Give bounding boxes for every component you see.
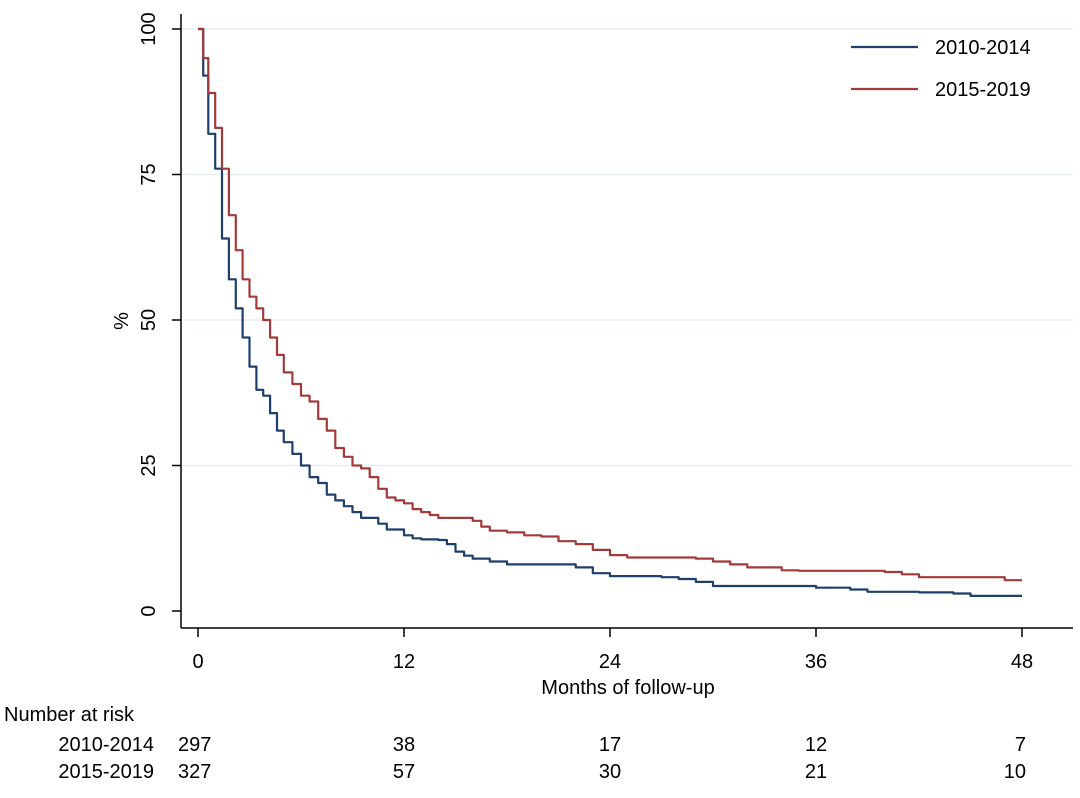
risk-value-0-1: 38 — [393, 734, 415, 756]
series-line-2015-2019 — [198, 27, 1022, 582]
risk-value-0-4: 7 — [1015, 734, 1026, 756]
x-tick-label-1: 12 — [393, 651, 415, 673]
risk-value-0-0: 297 — [178, 734, 211, 756]
risk-value-0-3: 12 — [805, 734, 827, 756]
risk-value-1-1: 57 — [393, 761, 415, 783]
y-axis-label: % — [111, 312, 133, 330]
risk-row-label-0: 2010-2014 — [58, 734, 154, 756]
y-tick-label-0: 0 — [138, 605, 160, 616]
y-tick-labels: 0 25 50 75 100 — [138, 12, 181, 617]
legend-label-0: 2010-2014 — [935, 37, 1031, 59]
risk-value-1-0: 327 — [178, 761, 211, 783]
y-tick-label-4: 100 — [138, 12, 160, 45]
risk-table-title: Number at risk — [4, 704, 135, 726]
risk-table: 2010-2014 297 38 17 12 7 2015-2019 327 57 30 21 10 — [58, 734, 1026, 783]
x-axis-label: Months of follow-up — [541, 677, 714, 699]
x-tick-label-0: 0 — [192, 651, 203, 673]
risk-row-label-1: 2015-2019 — [58, 761, 154, 783]
risk-value-1-2: 30 — [599, 761, 621, 783]
series-line-2010-2014 — [198, 27, 1022, 597]
x-tick-label-3: 36 — [805, 651, 827, 673]
y-tick-label-2: 50 — [138, 309, 160, 331]
risk-value-0-2: 17 — [599, 734, 621, 756]
x-tick-label-2: 24 — [599, 651, 621, 673]
series-lines — [198, 27, 1022, 597]
y-tick-label-1: 25 — [138, 454, 160, 476]
risk-value-1-4: 10 — [1004, 761, 1026, 783]
gridlines — [181, 28, 1073, 467]
y-tick-label-3: 75 — [138, 163, 160, 185]
risk-value-1-3: 21 — [805, 761, 827, 783]
legend-label-1: 2015-2019 — [935, 79, 1031, 101]
axes — [180, 14, 1073, 629]
x-tick-label-4: 48 — [1011, 651, 1033, 673]
legend: 2010-2014 2015-2019 — [851, 37, 1031, 101]
x-tick-labels: 0 12 24 36 48 — [192, 628, 1033, 673]
